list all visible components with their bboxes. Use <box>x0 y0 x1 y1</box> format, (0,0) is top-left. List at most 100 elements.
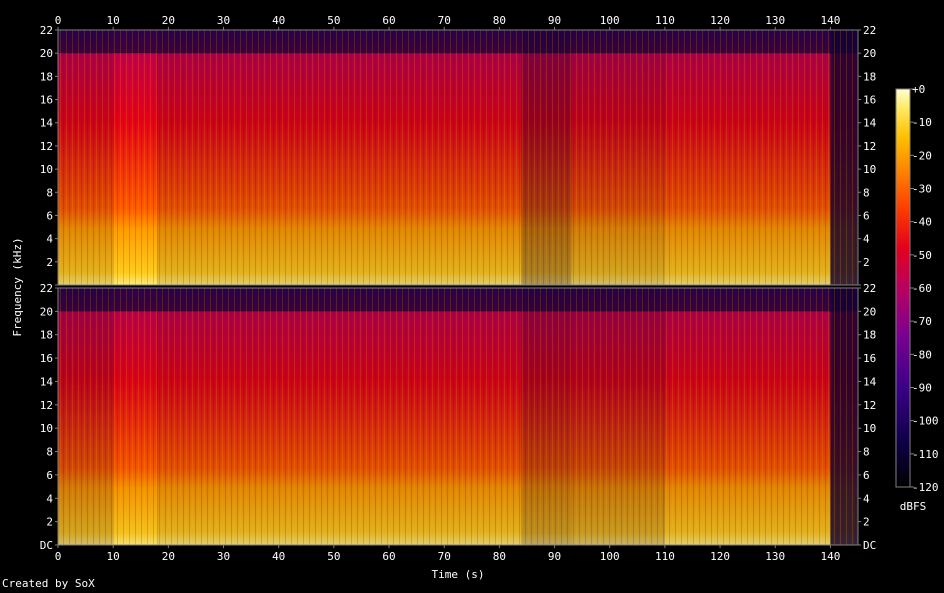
colorbar-label: dBFS <box>900 500 927 513</box>
colorbar-tick-label: -90 <box>912 382 932 395</box>
x-tick-label: 40 <box>272 550 285 563</box>
colorbar-tick-label: -120 <box>912 481 939 494</box>
x-tick-label: 100 <box>600 550 620 563</box>
y-tick-label-right: 8 <box>863 186 870 199</box>
y-tick-label: 20 <box>40 305 53 318</box>
y-tick-label-right: 16 <box>863 94 876 107</box>
y-tick-label: 6 <box>46 209 53 222</box>
x-tick-label-top: 0 <box>55 14 62 27</box>
x-tick-label: 30 <box>217 550 230 563</box>
y-tick-label: 10 <box>40 163 53 176</box>
x-tick-label: 60 <box>382 550 395 563</box>
y-tick-label-right: 20 <box>863 305 876 318</box>
x-tick-label: 130 <box>765 550 785 563</box>
y-tick-label: 4 <box>46 233 53 246</box>
x-tick-label-top: 10 <box>107 14 120 27</box>
x-tick-label-top: 30 <box>217 14 230 27</box>
x-tick-label-top: 40 <box>272 14 285 27</box>
x-tick-label-top: 140 <box>820 14 840 27</box>
x-tick-label: 110 <box>655 550 675 563</box>
colorbar-tick-label: -80 <box>912 348 932 361</box>
y-tick-label-right: 6 <box>863 209 870 222</box>
y-tick-label-right: 4 <box>863 492 870 505</box>
colorbar-ticks: +0 -10 -20 -30 -40 -50 -60 -70 -80 -90 -100 -110 -12… <box>910 83 939 494</box>
colorbar-tick-label: -60 <box>912 282 932 295</box>
y-axis-label: Frequency (kHz) <box>11 237 24 336</box>
y-tick-label: 2 <box>46 516 53 529</box>
colorbar-tick-label: -70 <box>912 315 932 328</box>
colorbar-tick-label: -30 <box>912 183 932 196</box>
y-tick-label: 14 <box>40 117 54 130</box>
y-tick-label: 6 <box>46 469 53 482</box>
y-tick-label: 18 <box>40 329 53 342</box>
channel-panel <box>57 29 859 286</box>
y-tick-label: 10 <box>40 422 53 435</box>
x-tick-label-top: 120 <box>710 14 730 27</box>
x-tick-label-top: 130 <box>765 14 785 27</box>
colorbar-tick-label: +0 <box>912 83 925 96</box>
y-tick-label: 8 <box>46 186 53 199</box>
y-tick-label: 22 <box>40 282 53 295</box>
y-tick-label-right: 16 <box>863 352 876 365</box>
y-tick-label-right: 10 <box>863 422 876 435</box>
y-tick-label-right: 18 <box>863 329 876 342</box>
colorbar <box>895 88 911 488</box>
y-tick-label-right: 8 <box>863 446 870 459</box>
y-tick-label-right: 6 <box>863 469 870 482</box>
y-tick-label: 14 <box>40 375 54 388</box>
colorbar-tick-label: -40 <box>912 216 932 229</box>
x-tick-label: 10 <box>107 550 120 563</box>
y-tick-label-right: 12 <box>863 399 876 412</box>
y-tick-label: 12 <box>40 140 53 153</box>
colorbar-tick-label: -10 <box>912 116 932 129</box>
y-tick-label-right: 2 <box>863 516 870 529</box>
x-tick-label: 90 <box>548 550 561 563</box>
x-tick-label-top: 90 <box>548 14 561 27</box>
y-tick-label: 22 <box>40 24 53 37</box>
x-tick-label-top: 110 <box>655 14 675 27</box>
x-tick-label-top: 20 <box>162 14 175 27</box>
y-tick-label: 12 <box>40 399 53 412</box>
y-tick-label: 16 <box>40 352 53 365</box>
spectrogram-panels <box>57 29 859 546</box>
y-tick-label: 8 <box>46 446 53 459</box>
y-tick-label: 4 <box>46 492 53 505</box>
x-tick-label: 20 <box>162 550 175 563</box>
x-tick-label-top: 60 <box>382 14 395 27</box>
y-tick-label: 16 <box>40 94 53 107</box>
y-tick-label-right: 14 <box>863 375 877 388</box>
y-tick-label-right: 14 <box>863 117 877 130</box>
y-tick-label: 2 <box>46 256 53 269</box>
credit-text: Created by SoX <box>2 577 95 590</box>
y-tick-label-right: 22 <box>863 24 876 37</box>
x-tick-label: 80 <box>493 550 506 563</box>
x-tick-label-top: 100 <box>600 14 620 27</box>
x-tick-label: 0 <box>55 550 62 563</box>
y-tick-label-right: 4 <box>863 233 870 246</box>
channel-panel <box>57 287 859 546</box>
y-tick-label-right: 18 <box>863 70 876 83</box>
x-tick-label: 140 <box>820 550 840 563</box>
x-tick-label-top: 50 <box>327 14 340 27</box>
y-tick-label: 20 <box>40 47 53 60</box>
y-tick-label-right: 2 <box>863 256 870 269</box>
y-tick-label-right: 12 <box>863 140 876 153</box>
y-tick-label-right: 10 <box>863 163 876 176</box>
colorbar-tick-label: -20 <box>912 149 932 162</box>
y-tick-label: 18 <box>40 70 53 83</box>
y-tick-label-right: DC <box>863 539 876 552</box>
x-tick-label: 120 <box>710 550 730 563</box>
y-tick-label-right: 22 <box>863 282 876 295</box>
y-tick-label: DC <box>40 539 53 552</box>
colorbar-tick-label: -100 <box>912 415 939 428</box>
colorbar-tick-label: -110 <box>912 448 939 461</box>
x-tick-label: 50 <box>327 550 340 563</box>
x-tick-label: 70 <box>438 550 451 563</box>
y-tick-label-right: 20 <box>863 47 876 60</box>
x-tick-label-top: 70 <box>438 14 451 27</box>
x-tick-label-top: 80 <box>493 14 506 27</box>
colorbar-tick-label: -50 <box>912 249 932 262</box>
x-axis-label: Time (s) <box>432 568 485 581</box>
